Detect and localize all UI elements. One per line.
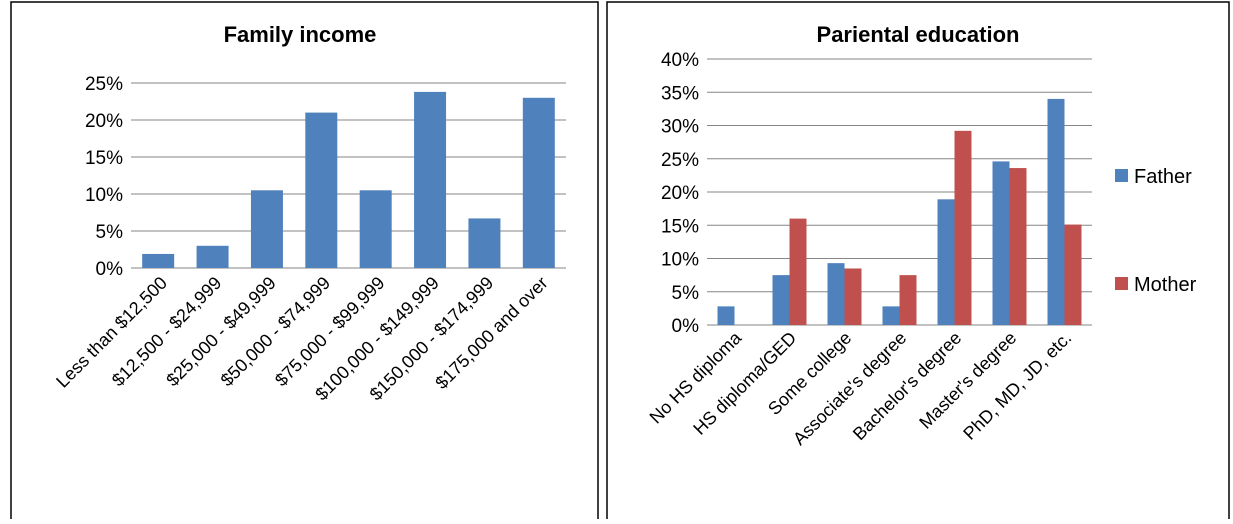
edu-bar-mother — [789, 218, 807, 325]
edu-y-tick-label: 0% — [672, 316, 700, 337]
income-chart-title: Family income — [224, 22, 377, 47]
income-bar-value — [468, 218, 501, 268]
edu-x-tick-label: HS diploma/GED — [689, 328, 800, 439]
income-y-tick-labels: 0% 5% 10% 15% 20% 25% — [85, 74, 123, 280]
edu-bar-mother — [1064, 224, 1082, 325]
income-bars — [142, 91, 555, 268]
edu-y-tick-label: 25% — [661, 150, 699, 171]
education-legend: Father Mother — [1115, 166, 1197, 296]
edu-bar-father — [827, 263, 845, 325]
income-chart-frame — [10, 1, 599, 524]
edu-y-tick-label: 35% — [661, 83, 699, 104]
income-y-tick-label: 10% — [85, 185, 123, 206]
edu-y-tick-label: 5% — [672, 283, 700, 304]
income-gridlines — [131, 82, 566, 269]
income-y-tick-label: 20% — [85, 111, 123, 132]
edu-y-tick-label: 15% — [661, 216, 699, 237]
education-y-tick-labels: 0% 5% 10% 15% 20% 25% 30% 35% 40% — [661, 50, 699, 337]
income-bar-value — [250, 190, 283, 268]
edu-bar-mother — [899, 275, 917, 325]
legend-swatch-father — [1115, 169, 1128, 182]
income-bar-value — [196, 245, 229, 268]
legend-label-father: Father — [1134, 166, 1192, 188]
income-bar-value — [142, 253, 175, 268]
income-bar-value — [522, 97, 555, 268]
education-bars — [717, 98, 1082, 326]
income-bar-value — [414, 91, 447, 268]
income-bar-value — [359, 190, 392, 268]
edu-x-tick-label: No HS diploma — [646, 327, 746, 427]
income-y-tick-label: 25% — [85, 74, 123, 95]
edu-y-tick-label: 20% — [661, 183, 699, 204]
edu-bar-mother — [1009, 168, 1027, 325]
edu-bar-father — [717, 306, 735, 325]
income-x-tick-labels: Less than $12,500$12,500 - $24,999$25,00… — [52, 273, 552, 405]
legend-label-mother: Mother — [1134, 274, 1197, 296]
edu-bar-mother — [844, 268, 862, 325]
edu-y-tick-label: 30% — [661, 117, 699, 138]
income-bar-value — [305, 112, 338, 268]
education-chart-frame — [606, 1, 1230, 524]
income-y-tick-label: 15% — [85, 148, 123, 169]
edu-bar-father — [992, 161, 1010, 325]
edu-bar-father — [1047, 98, 1065, 326]
income-y-tick-label: 5% — [96, 222, 124, 243]
legend-swatch-mother — [1115, 277, 1128, 290]
income-y-tick-label: 0% — [96, 259, 124, 280]
edu-y-tick-label: 10% — [661, 250, 699, 271]
edu-bar-mother — [954, 130, 972, 325]
edu-x-tick-label: Master's degree — [915, 328, 1020, 433]
edu-bar-father — [937, 199, 955, 325]
education-chart-title: Pariental education — [817, 22, 1020, 47]
edu-y-tick-label: 40% — [661, 50, 699, 71]
edu-bar-father — [882, 306, 900, 325]
edu-bar-father — [772, 275, 790, 325]
edu-x-tick-label: PhD, MD, JD, etc. — [959, 328, 1075, 444]
